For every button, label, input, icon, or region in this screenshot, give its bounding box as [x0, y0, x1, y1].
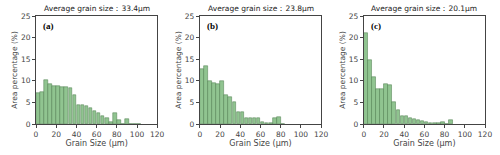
svg-text:Area percentage (%): Area percentage (%)	[10, 31, 19, 109]
svg-text:60: 60	[420, 130, 430, 139]
svg-text:25: 25	[349, 12, 359, 21]
svg-text:25: 25	[185, 12, 195, 21]
svg-text:0: 0	[197, 130, 202, 139]
svg-text:(c): (c)	[371, 21, 381, 31]
svg-text:40: 40	[399, 130, 409, 139]
svg-text:5: 5	[353, 98, 358, 107]
svg-text:20: 20	[349, 33, 359, 42]
svg-text:0: 0	[190, 120, 195, 129]
svg-text:120: 120	[478, 130, 493, 139]
svg-text:0: 0	[361, 130, 366, 139]
svg-text:0: 0	[353, 120, 358, 129]
svg-text:Area percentage (%): Area percentage (%)	[338, 31, 347, 109]
svg-text:5: 5	[190, 98, 195, 107]
svg-text:Grain Size (μm): Grain Size (μm)	[393, 139, 455, 148]
svg-text:60: 60	[256, 130, 266, 139]
svg-text:120: 120	[314, 130, 329, 139]
svg-text:20: 20	[51, 130, 61, 139]
svg-text:10: 10	[21, 76, 31, 85]
svg-text:80: 80	[276, 130, 286, 139]
svg-text:20: 20	[379, 130, 389, 139]
svg-text:20: 20	[185, 33, 195, 42]
svg-text:100: 100	[294, 130, 309, 139]
svg-text:(a): (a)	[43, 21, 54, 31]
svg-text:(b): (b)	[207, 21, 218, 31]
svg-text:15: 15	[185, 55, 195, 64]
svg-text:Grain Size (μm): Grain Size (μm)	[229, 139, 291, 148]
svg-text:Average grain size：23.8μm: Average grain size：23.8μm	[208, 4, 314, 13]
svg-text:40: 40	[72, 130, 82, 139]
svg-text:80: 80	[440, 130, 450, 139]
svg-text:20: 20	[21, 33, 31, 42]
svg-text:0: 0	[34, 130, 39, 139]
svg-text:100: 100	[458, 130, 473, 139]
svg-text:20: 20	[215, 130, 225, 139]
svg-text:5: 5	[26, 98, 31, 107]
svg-text:Average grain size：33.4μm: Average grain size：33.4μm	[44, 4, 150, 13]
svg-text:Area percentage (%): Area percentage (%)	[174, 31, 183, 109]
svg-text:15: 15	[21, 55, 31, 64]
svg-text:120: 120	[150, 130, 165, 139]
svg-text:60: 60	[92, 130, 102, 139]
svg-text:100: 100	[130, 130, 145, 139]
svg-text:Grain Size (μm): Grain Size (μm)	[65, 139, 127, 148]
svg-text:10: 10	[185, 76, 195, 85]
svg-text:25: 25	[21, 12, 31, 21]
svg-text:0: 0	[26, 120, 31, 129]
svg-text:40: 40	[236, 130, 246, 139]
svg-text:Average grain size：20.1μm: Average grain size：20.1μm	[371, 4, 477, 13]
svg-text:80: 80	[112, 130, 122, 139]
svg-text:15: 15	[349, 55, 359, 64]
svg-text:10: 10	[349, 76, 359, 85]
